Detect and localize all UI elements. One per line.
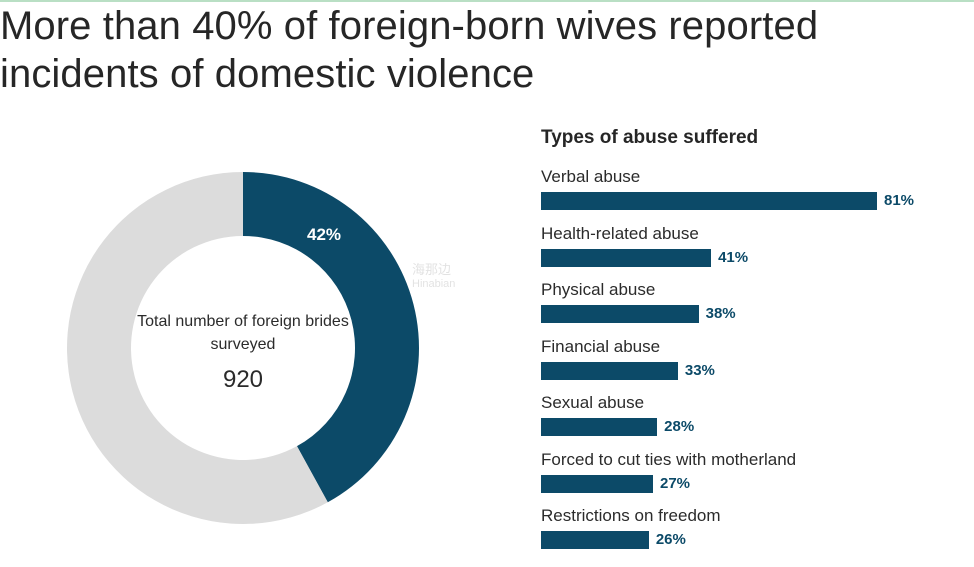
bar-category-label: Sexual abuse: [541, 393, 645, 412]
bar: [541, 305, 699, 323]
donut-chart: [66, 171, 420, 525]
watermark-logo: 海那边 Hinabian: [412, 262, 532, 306]
donut-center-value: 920: [222, 366, 264, 393]
bar-category-label: Financial abuse: [541, 336, 661, 356]
bar: [541, 531, 649, 549]
bar-row: Sexual abuse 28%: [541, 393, 971, 447]
bar: [541, 248, 712, 267]
bar-row: Physical abuse 38%: [541, 280, 971, 334]
bar-category-label: Forced to cut ties with motherland: [541, 449, 797, 469]
donut-slice-reported: [243, 172, 419, 503]
donut-svg: [66, 172, 419, 524]
bar-category-label: Verbal abuse: [541, 167, 641, 186]
bar-row: Forced to cut ties with motherland 27%: [541, 450, 971, 504]
donut-center-label: Total number of foreign brides surveyed: [137, 313, 349, 353]
bar-value-label: 28%: [664, 418, 695, 435]
bar: [541, 361, 678, 380]
bar-category-label: Restrictions on freedom: [541, 506, 721, 525]
bar: [541, 192, 877, 210]
donut-slice-label: 42%: [307, 225, 342, 244]
bar: [541, 474, 653, 493]
bar: [541, 418, 658, 436]
watermark-text: 海那边: [412, 262, 452, 277]
bar-value-label: 38%: [705, 305, 736, 322]
bar-row: Restrictions on freedom 26%: [541, 506, 971, 560]
bar-value-label: 81%: [884, 192, 915, 209]
bar-value-label: 27%: [660, 474, 691, 492]
bar-row: Health-related abuse 41%: [541, 224, 971, 278]
bar-value-label: 33%: [684, 361, 715, 379]
bar-category-label: Physical abuse: [541, 280, 656, 299]
watermark-subtext: Hinabian: [412, 278, 456, 290]
bar-category-label: Health-related abuse: [541, 223, 699, 243]
chart-headline: More than 40% of foreign-born wives repo…: [0, 4, 819, 96]
bar-value-label: 26%: [655, 531, 686, 548]
bar-row: Verbal abuse 81%: [541, 167, 971, 221]
bar-value-label: 41%: [718, 248, 749, 266]
donut-slice-remainder: [66, 172, 328, 524]
top-rule: [0, 0, 974, 2]
bar-row: Financial abuse 33%: [541, 337, 971, 391]
bar-chart-title: Types of abuse suffered: [541, 127, 759, 148]
